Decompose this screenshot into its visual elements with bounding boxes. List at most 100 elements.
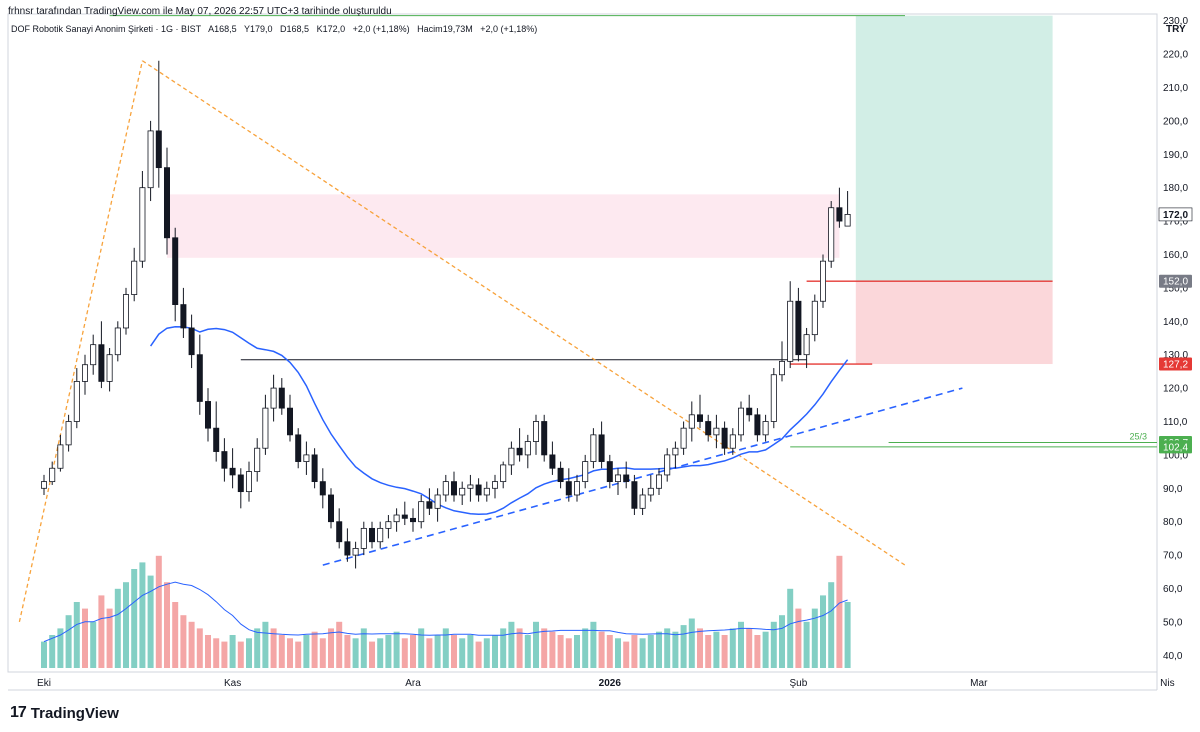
volume-bar (442, 628, 449, 668)
candle-up (680, 427, 687, 449)
volume-bar (139, 562, 146, 668)
volume-bar (344, 635, 351, 668)
candle-down (196, 354, 203, 402)
candle-up (656, 474, 663, 489)
candle-up (811, 300, 818, 336)
y-tick-label: 210,0 (1163, 83, 1188, 94)
candle-up (803, 334, 810, 356)
candle-down (795, 300, 802, 356)
volume-bar (500, 628, 507, 668)
candle-down (311, 454, 318, 483)
candle-up (524, 441, 531, 456)
candle-down (180, 304, 187, 329)
y-tick-label: 70,0 (1163, 551, 1183, 562)
volume-bar (229, 635, 236, 668)
candle-up (738, 407, 745, 436)
candle-down (516, 447, 523, 456)
candle-up (418, 501, 425, 523)
legend-open: A168,5 (208, 24, 237, 34)
volume-bar (270, 628, 277, 668)
y-tick-label: 90,0 (1163, 484, 1183, 495)
volume-bar (672, 631, 679, 668)
volume-bar (828, 582, 835, 668)
candle-up (574, 481, 581, 496)
candle-up (131, 260, 138, 295)
candle-up (828, 207, 835, 262)
candle-up (393, 514, 400, 523)
volume-bar (754, 635, 761, 668)
candle-up (590, 434, 597, 462)
legend-symbol[interactable]: DOF Robotik Sanayi Anonim Şirketi · 1G ·… (11, 24, 202, 34)
volume-bar (106, 608, 113, 668)
volume-bar (549, 631, 556, 668)
volume-bar (328, 628, 334, 668)
volume-bar (746, 628, 753, 668)
candle-up (65, 421, 72, 446)
volume-bar (533, 621, 539, 668)
volume-bar (615, 638, 621, 668)
candle-up (442, 481, 449, 496)
volume-bar (98, 595, 105, 668)
price-badge-label: 127,2 (1163, 360, 1188, 371)
candle-down (557, 467, 564, 483)
volume-bar (795, 608, 802, 668)
volume-bar (623, 641, 630, 668)
candle-up (303, 454, 310, 462)
volume-bar (483, 638, 490, 668)
candle-up (533, 421, 540, 442)
price-badge (1159, 274, 1192, 288)
y-tick-label: 40,0 (1163, 651, 1183, 662)
candle-up (491, 481, 498, 489)
volume-bar (418, 628, 425, 668)
volume-bar (246, 638, 252, 668)
volume-bar (262, 621, 269, 668)
legend-volume: 19,73M (442, 24, 473, 34)
candle-up (41, 481, 48, 489)
volume-bar (172, 602, 179, 668)
volume-bar (401, 638, 408, 668)
y-tick-label: 120,0 (1163, 384, 1188, 395)
volume-bar (475, 641, 482, 668)
fib-fall-line (142, 60, 906, 566)
volume-bar (803, 621, 810, 668)
candle-up (106, 354, 113, 382)
y-tick-label: 140,0 (1163, 317, 1188, 328)
candle-down (401, 514, 408, 519)
volume-bar (237, 641, 244, 668)
last-price-label: 172,0 (1163, 210, 1188, 221)
legend-change: +2,0 (+1,18%) (352, 24, 410, 34)
ascending-trendline (322, 387, 963, 566)
candle-down (237, 474, 244, 493)
candle-up (459, 487, 466, 496)
candle-up (73, 381, 80, 422)
volume-bar (508, 621, 515, 668)
candle-down (631, 481, 638, 509)
candle-down (221, 451, 228, 469)
candle-up (688, 414, 695, 429)
volume-bar (688, 618, 695, 668)
volume-bar (303, 635, 310, 668)
volume-bar (278, 635, 285, 668)
candle-up (844, 214, 851, 227)
volume-bar (541, 628, 548, 668)
stop-zone (855, 281, 1053, 365)
candle-down (204, 401, 211, 429)
volume-bar (762, 631, 769, 668)
candle-up (82, 364, 89, 382)
volume-bar (114, 588, 121, 668)
y-tick-label: 200,0 (1163, 116, 1188, 127)
volume-bar (574, 635, 580, 668)
volume-bar (295, 641, 302, 668)
volume-bar (524, 635, 531, 668)
volume-bar (369, 641, 375, 668)
volume-bar (426, 638, 433, 668)
volume-bar (155, 555, 162, 668)
x-tick-label: Şub (790, 678, 808, 689)
legend-close: K172,0 (316, 24, 346, 34)
candle-up (647, 487, 654, 496)
candle-up (245, 471, 252, 493)
candle-up (639, 494, 646, 509)
volume-bar (82, 608, 88, 668)
